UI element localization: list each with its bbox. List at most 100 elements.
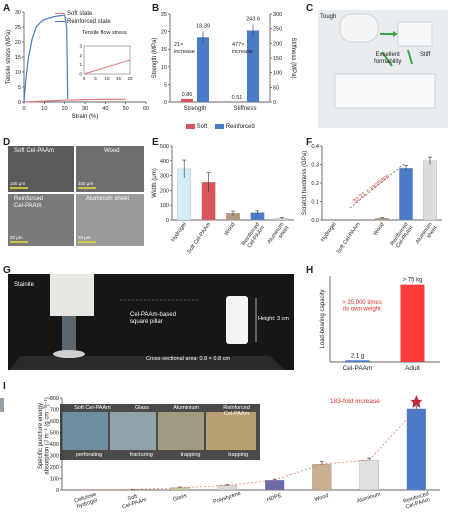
- photo-label-glass: Glass: [134, 405, 150, 411]
- chart-a-ylabel: Tensile stress (MPa): [6, 30, 12, 84]
- chart-i-trend-line: [274, 463, 322, 481]
- legend-b-soft: Soft: [196, 124, 208, 131]
- panel-c-formability: Excellent formability: [374, 52, 402, 65]
- panel-d-tile-4: Aluminum sheet: [86, 196, 130, 202]
- panel-i-annotation: 183-fold increase: [330, 398, 380, 405]
- panel-label-i: I: [3, 381, 6, 392]
- chart-h-xtick-label: Cel-PAAm: [343, 365, 373, 372]
- photo-label-fracturing: fracturing: [129, 452, 153, 458]
- chart-i-ytick-label: 300: [50, 454, 59, 460]
- panel-d-micrographs: [8, 146, 144, 246]
- photo-label-perforating: perforating: [75, 452, 103, 458]
- chart-e-ytick-label: 500: [160, 144, 169, 150]
- chart-h-annotation: > 35,000 times its own weight: [342, 300, 382, 313]
- chart-i-ytick-label: 100: [50, 477, 59, 483]
- chart-i-xtick-label: SoftCel-PAAm: [120, 491, 148, 510]
- chart-b-value-label: 0.51: [232, 95, 243, 101]
- panel-g-stainite: Stainite: [14, 282, 35, 288]
- panel-g-height: Height: 3 cm: [258, 316, 289, 322]
- chart-a-ytick-label: 20: [15, 40, 21, 46]
- panel-a-inset-title: Tensile flow stress: [82, 30, 127, 36]
- chart-a-xtick-label: 60: [143, 106, 149, 112]
- chart-i-ytick-label: 600: [50, 419, 59, 425]
- panel-d-tile-1: Soft Cel-PAAm: [14, 148, 54, 154]
- chart-i-ytick-label: 0: [56, 488, 59, 494]
- legend-b-reinforced: Reinforced: [225, 124, 255, 131]
- panel-i-photo-strip: [60, 404, 260, 460]
- chart-h-value-label: 2.1 g: [351, 353, 364, 359]
- chart-b-ytick-label: 15: [161, 47, 167, 53]
- chart-b-bar: [247, 30, 259, 103]
- chart-i-ytick-label: 200: [50, 465, 59, 471]
- legend-soft: Soft state: [55, 10, 111, 18]
- chart-a-xtick-label: 30: [82, 106, 88, 112]
- panel-b-legend: Soft Reinforced: [186, 124, 255, 130]
- chart-i-xtick-label: Cellulosehydrogel: [74, 492, 99, 510]
- panel-d-scale-4: 20 μm: [78, 235, 91, 240]
- chart-f-xtick-label: Aluminumsheet: [415, 221, 439, 248]
- chart-e-xtick-label: Soft Cel-PAAm: [186, 221, 212, 255]
- panel-i-photo-labels-top: Soft Cel-PAAm Glass Aluminium Reinforced…: [62, 405, 262, 417]
- chart-e-ylabel: Width (μm): [152, 168, 158, 197]
- chart-e-ytick-label: 400: [160, 159, 169, 165]
- chart-i-xtick-label: HDPE: [266, 493, 283, 504]
- panel-c-photo: [318, 10, 448, 128]
- panel-g-pillar: Cel-PAAm-based square pillar: [130, 312, 176, 325]
- legend-reinforced-label: Reinforced state: [67, 19, 111, 25]
- chart-b-value-label: 18.39: [196, 23, 210, 29]
- panel-label-a: A: [3, 3, 11, 14]
- chart-b-ytick-label: 10: [161, 65, 167, 71]
- panel-g-photo: [8, 274, 294, 370]
- chart-e-xtick-label: Hydrogel: [170, 222, 188, 243]
- chart-f-xtick-label: Wood: [373, 222, 386, 237]
- chart-a-xtick-label: 0: [22, 106, 25, 112]
- chart-h-bar: [400, 284, 425, 362]
- panel-label-h: H: [306, 265, 314, 276]
- chart-e-xtick-label: Wood: [224, 222, 237, 237]
- chart-i-xtick-label: Aluminum: [356, 491, 382, 504]
- chart-b-y2label: Stiffness (MPa): [290, 38, 296, 79]
- chart-h-bar: [345, 360, 370, 362]
- chart-a-xtick-label: 20: [62, 106, 68, 112]
- chart-e-xtick-label: ReinforcedCel-PAAm: [241, 221, 266, 250]
- chart-a-inset-xtick: 5: [94, 76, 97, 81]
- chart-a-inset-series: [83, 59, 131, 75]
- chart-b-value-label: 0.86: [182, 92, 193, 98]
- chart-f-xtick-label: Hydrogel: [320, 222, 338, 243]
- chart-a-ytick-label: 5: [18, 85, 21, 91]
- chart-a-inset-xtick: 15: [116, 76, 122, 81]
- chart-a-inset-ytick: 2: [79, 53, 82, 58]
- chart-a-inset-ytick: 1: [79, 62, 82, 67]
- chart-a-inset-xtick: 0: [83, 76, 86, 81]
- chart-a-inset-ytick: 0: [79, 72, 82, 77]
- panel-i-photo-labels-bottom: perforating fracturing trapping trapping: [62, 452, 262, 458]
- panel-label-b: B: [152, 3, 160, 14]
- chart-b-bar: [197, 37, 209, 103]
- chart-i-xtick-label: Wood: [314, 493, 329, 503]
- photo-label-reinforced: Reinforced Cel-PAAm: [223, 405, 250, 417]
- panel-label-f: F: [306, 137, 313, 148]
- chart-i-ytick-label: 800: [50, 396, 59, 402]
- chart-b-y2tick-label: 250: [273, 27, 282, 33]
- photo-label-aluminium: Aluminium: [173, 405, 199, 411]
- chart-a-ytick-label: 15: [15, 55, 21, 61]
- panel-label-d: D: [3, 137, 11, 148]
- chart-b-y2tick-label: 200: [273, 41, 282, 47]
- photo-label-soft: Soft Cel-PAAm: [74, 405, 111, 411]
- chart-i-ytick-label: 400: [50, 442, 59, 448]
- chart-i-bar: [265, 480, 285, 491]
- panel-label-g: G: [3, 265, 11, 276]
- chart-i-ylabel: Specific puncture energyabsorption (J m⁻…: [38, 397, 51, 475]
- panel-b-fold-2: 477× increase: [232, 42, 253, 55]
- chart-i-bar: [217, 485, 237, 491]
- chart-b-y2tick-label: 150: [273, 56, 282, 62]
- chart-h-xtick-label: Adult: [405, 365, 420, 372]
- panel-b-fold-1: 21× increase: [174, 42, 195, 55]
- chart-f-ytick-label: 0.3: [311, 163, 319, 169]
- panel-label-c: C: [306, 3, 314, 14]
- photo-label-trapping-1: trapping: [180, 452, 201, 458]
- chart-b-y2tick-label: 100: [273, 71, 282, 77]
- chart-a-ytick-label: 25: [15, 25, 21, 31]
- star-icon: [410, 394, 423, 408]
